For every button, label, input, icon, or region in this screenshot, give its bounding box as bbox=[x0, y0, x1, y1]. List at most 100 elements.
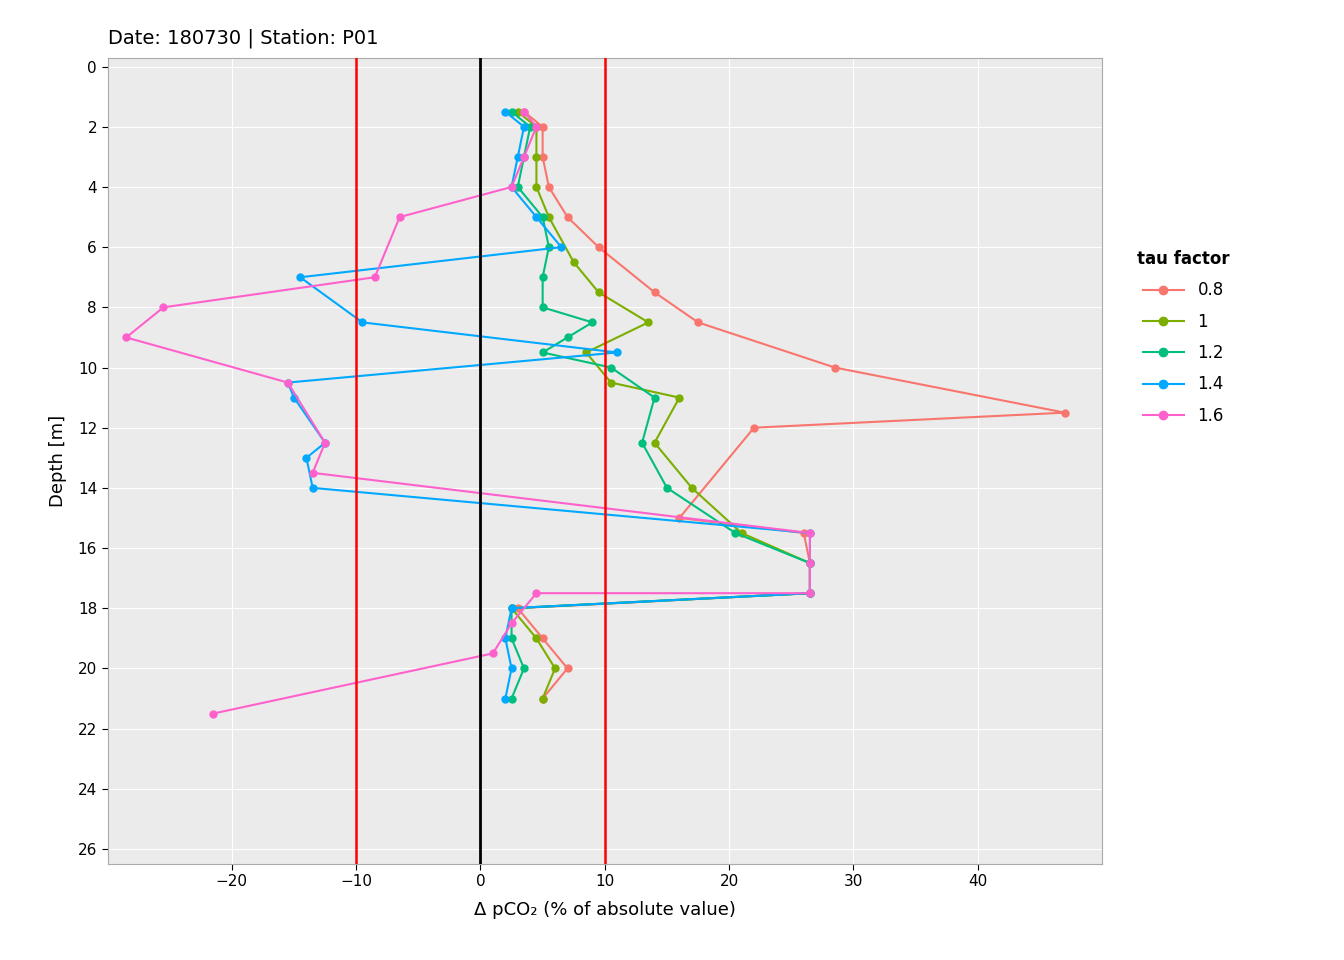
1.2 bbox=[535, 301, 551, 313]
1.4 bbox=[355, 317, 371, 328]
1.2 bbox=[504, 693, 520, 705]
1.2 bbox=[646, 392, 663, 403]
1 bbox=[509, 106, 526, 117]
1.4 bbox=[286, 392, 302, 403]
1 bbox=[590, 286, 606, 298]
1.6 bbox=[516, 151, 532, 162]
1 bbox=[640, 317, 656, 328]
Y-axis label: Depth [m]: Depth [m] bbox=[48, 415, 67, 507]
1.6 bbox=[118, 331, 134, 343]
1.2 bbox=[585, 317, 601, 328]
1 bbox=[646, 437, 663, 448]
Line: 1.6: 1.6 bbox=[122, 108, 813, 717]
1.6 bbox=[206, 708, 222, 719]
1 bbox=[547, 662, 563, 674]
1.4 bbox=[504, 662, 520, 674]
1 bbox=[578, 347, 594, 358]
0.8 bbox=[509, 603, 526, 614]
1.4 bbox=[292, 272, 308, 283]
0.8 bbox=[540, 181, 556, 193]
1.2 bbox=[535, 211, 551, 223]
1 bbox=[684, 482, 700, 493]
1.4 bbox=[280, 377, 296, 389]
1.6 bbox=[485, 648, 501, 660]
1.6 bbox=[802, 558, 818, 569]
1.2 bbox=[509, 181, 526, 193]
Line: 0.8: 0.8 bbox=[515, 108, 1068, 702]
1.6 bbox=[528, 121, 544, 132]
0.8 bbox=[671, 513, 687, 524]
1 bbox=[802, 588, 818, 599]
Line: 1: 1 bbox=[508, 108, 813, 702]
1 bbox=[535, 693, 551, 705]
1.6 bbox=[504, 617, 520, 629]
1.2 bbox=[535, 272, 551, 283]
1.2 bbox=[504, 633, 520, 644]
1.4 bbox=[802, 527, 818, 539]
1.4 bbox=[305, 482, 321, 493]
X-axis label: Δ pCO₂ (% of absolute value): Δ pCO₂ (% of absolute value) bbox=[474, 900, 735, 919]
1.2 bbox=[504, 603, 520, 614]
1.2 bbox=[634, 437, 650, 448]
1.2 bbox=[516, 662, 532, 674]
1.6 bbox=[156, 301, 172, 313]
0.8 bbox=[559, 662, 575, 674]
0.8 bbox=[1056, 407, 1073, 419]
0.8 bbox=[535, 633, 551, 644]
0.8 bbox=[535, 693, 551, 705]
1.2 bbox=[603, 362, 620, 373]
1.4 bbox=[497, 106, 513, 117]
1.2 bbox=[516, 151, 532, 162]
0.8 bbox=[646, 286, 663, 298]
0.8 bbox=[516, 106, 532, 117]
1 bbox=[528, 121, 544, 132]
0.8 bbox=[796, 527, 812, 539]
1 bbox=[734, 527, 750, 539]
1.2 bbox=[802, 558, 818, 569]
1.4 bbox=[554, 241, 570, 252]
1 bbox=[528, 633, 544, 644]
1.2 bbox=[504, 106, 520, 117]
Line: 1.2: 1.2 bbox=[508, 108, 813, 702]
1.2 bbox=[535, 347, 551, 358]
Legend: 0.8, 1, 1.2, 1.4, 1.6: 0.8, 1, 1.2, 1.4, 1.6 bbox=[1130, 243, 1236, 431]
0.8 bbox=[746, 422, 762, 434]
1.2 bbox=[540, 241, 556, 252]
0.8 bbox=[802, 588, 818, 599]
0.8 bbox=[559, 211, 575, 223]
1.4 bbox=[528, 211, 544, 223]
Line: 1.4: 1.4 bbox=[285, 108, 813, 702]
1.4 bbox=[497, 633, 513, 644]
1 bbox=[540, 211, 556, 223]
0.8 bbox=[590, 241, 606, 252]
1.4 bbox=[504, 603, 520, 614]
1.6 bbox=[367, 272, 383, 283]
0.8 bbox=[802, 558, 818, 569]
1.6 bbox=[391, 211, 407, 223]
1.6 bbox=[317, 437, 333, 448]
1.4 bbox=[802, 588, 818, 599]
1.4 bbox=[497, 693, 513, 705]
Text: Date: 180730 | Station: P01: Date: 180730 | Station: P01 bbox=[108, 29, 378, 48]
1 bbox=[603, 377, 620, 389]
1.2 bbox=[727, 527, 743, 539]
1.6 bbox=[528, 588, 544, 599]
1.2 bbox=[659, 482, 675, 493]
1.4 bbox=[317, 437, 333, 448]
1.2 bbox=[802, 588, 818, 599]
1.4 bbox=[802, 558, 818, 569]
0.8 bbox=[535, 151, 551, 162]
1.4 bbox=[509, 151, 526, 162]
1.4 bbox=[516, 121, 532, 132]
1.6 bbox=[802, 588, 818, 599]
1.6 bbox=[305, 468, 321, 479]
1 bbox=[528, 181, 544, 193]
1 bbox=[528, 151, 544, 162]
0.8 bbox=[689, 317, 706, 328]
1.2 bbox=[521, 121, 538, 132]
1.4 bbox=[298, 452, 314, 464]
1.6 bbox=[504, 181, 520, 193]
1.6 bbox=[802, 527, 818, 539]
1 bbox=[566, 256, 582, 268]
1.6 bbox=[280, 377, 296, 389]
